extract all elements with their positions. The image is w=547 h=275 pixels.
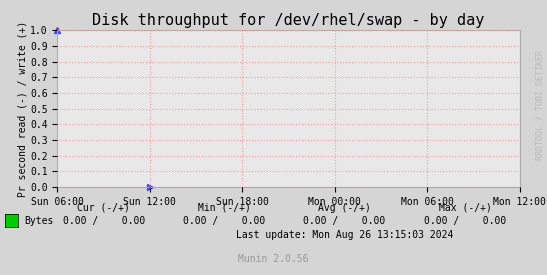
Y-axis label: Pr second read (-) / write (+): Pr second read (-) / write (+)	[18, 21, 27, 197]
Text: Cur (-/+): Cur (-/+)	[78, 203, 130, 213]
Text: 0.00 /    0.00: 0.00 / 0.00	[183, 216, 265, 226]
Text: Last update: Mon Aug 26 13:15:03 2024: Last update: Mon Aug 26 13:15:03 2024	[236, 230, 453, 240]
Text: 0.00 /    0.00: 0.00 / 0.00	[63, 216, 145, 226]
Text: Bytes: Bytes	[25, 216, 54, 226]
Title: Disk throughput for /dev/rhel/swap - by day: Disk throughput for /dev/rhel/swap - by …	[92, 13, 485, 28]
Text: RRDTOOL / TOBI OETIKER: RRDTOOL / TOBI OETIKER	[536, 50, 544, 160]
Text: 0.00 /    0.00: 0.00 / 0.00	[304, 216, 386, 226]
Text: Min (-/+): Min (-/+)	[198, 203, 251, 213]
Text: 0.00 /    0.00: 0.00 / 0.00	[424, 216, 506, 226]
Text: Max (-/+): Max (-/+)	[439, 203, 491, 213]
Text: Avg (-/+): Avg (-/+)	[318, 203, 371, 213]
Text: Munin 2.0.56: Munin 2.0.56	[238, 254, 309, 263]
